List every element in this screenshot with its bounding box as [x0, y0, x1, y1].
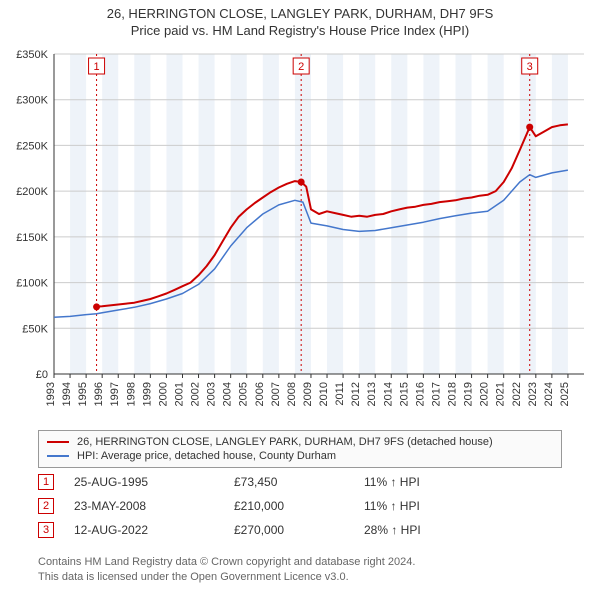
event-date: 25-AUG-1995 — [74, 475, 234, 489]
event-marker-icon: 3 — [38, 522, 54, 538]
event-marker-icon: 2 — [38, 498, 54, 514]
events-table: 1 25-AUG-1995 £73,450 11% ↑ HPI 2 23-MAY… — [38, 470, 562, 542]
svg-text:£50K: £50K — [22, 323, 48, 335]
svg-text:2010: 2010 — [318, 382, 330, 406]
svg-text:2016: 2016 — [414, 382, 426, 406]
event-row: 1 25-AUG-1995 £73,450 11% ↑ HPI — [38, 470, 562, 494]
svg-text:2018: 2018 — [447, 382, 459, 406]
svg-text:1: 1 — [93, 61, 99, 73]
legend-label-hpi: HPI: Average price, detached house, Coun… — [77, 450, 336, 462]
svg-text:2000: 2000 — [157, 382, 169, 406]
svg-text:£300K: £300K — [16, 95, 48, 107]
svg-text:2013: 2013 — [366, 382, 378, 406]
svg-text:£250K: £250K — [16, 140, 48, 152]
chart-svg: £0 £50K £100K £150K £200K £250K £300K £350K 1993… — [10, 44, 590, 424]
legend-row-hpi: HPI: Average price, detached house, Coun… — [47, 449, 553, 463]
event-row: 3 12-AUG-2022 £270,000 28% ↑ HPI — [38, 518, 562, 542]
svg-text:1993: 1993 — [45, 382, 57, 406]
svg-text:2004: 2004 — [222, 382, 234, 406]
svg-text:2023: 2023 — [527, 382, 539, 406]
svg-text:£0: £0 — [36, 369, 48, 381]
svg-text:2003: 2003 — [206, 382, 218, 406]
svg-text:1994: 1994 — [61, 382, 73, 406]
svg-text:2015: 2015 — [398, 382, 410, 406]
title-main: 26, HERRINGTON CLOSE, LANGLEY PARK, DURH… — [0, 6, 600, 21]
title-sub: Price paid vs. HM Land Registry's House … — [0, 23, 600, 38]
svg-text:2021: 2021 — [495, 382, 507, 406]
event-change: 11% ↑ HPI — [364, 475, 524, 489]
legend-row-property: 26, HERRINGTON CLOSE, LANGLEY PARK, DURH… — [47, 435, 553, 449]
svg-text:£200K: £200K — [16, 186, 48, 198]
svg-text:2006: 2006 — [254, 382, 266, 406]
event-price: £73,450 — [234, 475, 364, 489]
svg-text:2014: 2014 — [382, 382, 394, 406]
chart: £0 £50K £100K £150K £200K £250K £300K £350K 1993… — [10, 44, 590, 424]
svg-text:2012: 2012 — [350, 382, 362, 406]
svg-text:2: 2 — [298, 61, 304, 73]
footer-line: This data is licensed under the Open Gov… — [38, 570, 562, 584]
svg-text:2017: 2017 — [430, 382, 442, 406]
event-row: 2 23-MAY-2008 £210,000 11% ↑ HPI — [38, 494, 562, 518]
footer-line: Contains HM Land Registry data © Crown c… — [38, 555, 562, 569]
event-change: 11% ↑ HPI — [364, 499, 524, 513]
svg-text:2011: 2011 — [334, 382, 346, 406]
svg-text:2022: 2022 — [511, 382, 523, 406]
svg-text:£350K: £350K — [16, 49, 48, 61]
svg-text:1999: 1999 — [141, 382, 153, 406]
svg-text:2005: 2005 — [238, 382, 250, 406]
svg-text:£150K: £150K — [16, 232, 48, 244]
svg-text:1995: 1995 — [77, 382, 89, 406]
chart-container: { "titles": { "main": "26, HERRINGTON CL… — [0, 0, 600, 590]
legend-swatch-property — [47, 441, 69, 443]
svg-text:1996: 1996 — [93, 382, 105, 406]
svg-text:2025: 2025 — [559, 382, 571, 406]
event-price: £270,000 — [234, 523, 364, 537]
svg-text:2002: 2002 — [190, 382, 202, 406]
svg-text:1997: 1997 — [109, 382, 121, 406]
svg-text:2019: 2019 — [463, 382, 475, 406]
svg-text:1998: 1998 — [125, 382, 137, 406]
svg-text:£100K: £100K — [16, 278, 48, 290]
svg-text:2007: 2007 — [270, 382, 282, 406]
legend-label-property: 26, HERRINGTON CLOSE, LANGLEY PARK, DURH… — [77, 436, 493, 448]
event-change: 28% ↑ HPI — [364, 523, 524, 537]
svg-text:2001: 2001 — [173, 382, 185, 406]
event-marker-icon: 1 — [38, 474, 54, 490]
svg-text:2008: 2008 — [286, 382, 298, 406]
svg-text:2009: 2009 — [302, 382, 314, 406]
legend: 26, HERRINGTON CLOSE, LANGLEY PARK, DURH… — [38, 430, 562, 468]
svg-text:2024: 2024 — [543, 382, 555, 406]
svg-text:3: 3 — [527, 61, 533, 73]
legend-swatch-hpi — [47, 455, 69, 457]
chart-titles: 26, HERRINGTON CLOSE, LANGLEY PARK, DURH… — [0, 0, 600, 38]
event-date: 23-MAY-2008 — [74, 499, 234, 513]
event-date: 12-AUG-2022 — [74, 523, 234, 537]
footer-attribution: Contains HM Land Registry data © Crown c… — [38, 555, 562, 584]
event-price: £210,000 — [234, 499, 364, 513]
svg-text:2020: 2020 — [479, 382, 491, 406]
